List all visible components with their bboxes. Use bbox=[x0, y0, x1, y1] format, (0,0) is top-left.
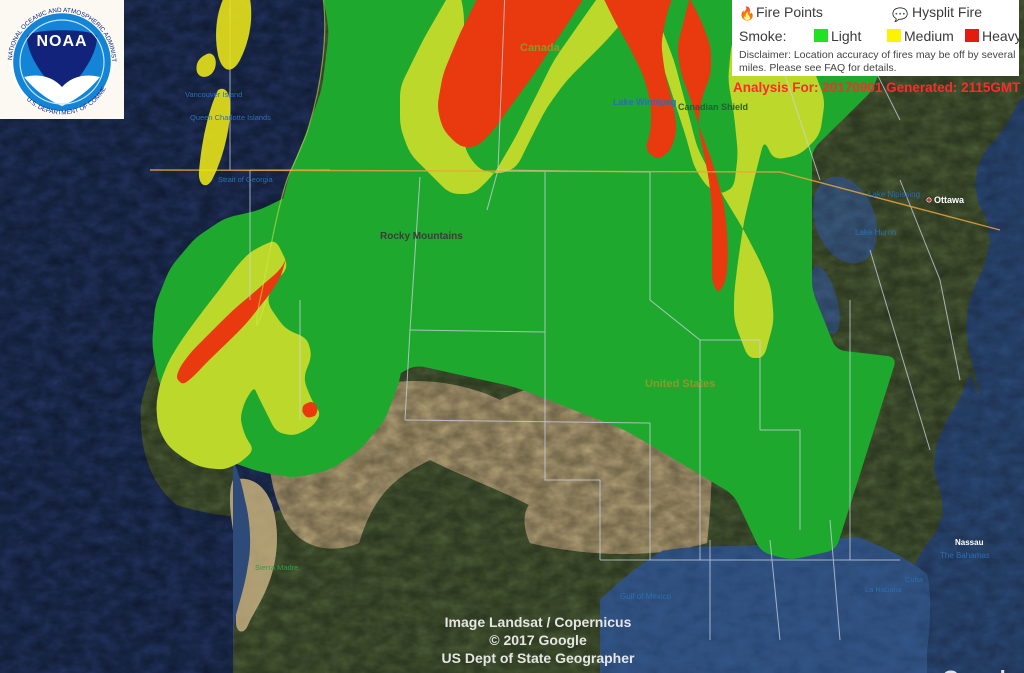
svg-text:Gulf of Mexico: Gulf of Mexico bbox=[620, 592, 672, 601]
svg-text:US Dept of State Geographer: US Dept of State Geographer bbox=[442, 650, 635, 666]
svg-text:Nassau: Nassau bbox=[955, 538, 984, 547]
svg-text:Light: Light bbox=[831, 28, 861, 44]
svg-text:United States: United States bbox=[645, 378, 715, 390]
svg-text:Rocky Mountains: Rocky Mountains bbox=[380, 231, 463, 242]
svg-text:Fire Points: Fire Points bbox=[756, 4, 823, 20]
svg-text:Strait of Georgia: Strait of Georgia bbox=[218, 175, 273, 184]
svg-text:Smoke:: Smoke: bbox=[739, 28, 786, 44]
svg-text:miles. Please see FAQ for deta: miles. Please see FAQ for details. bbox=[739, 62, 897, 74]
svg-text:🔥: 🔥 bbox=[739, 6, 755, 21]
svg-text:Lake Huron: Lake Huron bbox=[855, 228, 896, 237]
svg-text:Vancouver Island: Vancouver Island bbox=[185, 90, 242, 99]
svg-text:Lake Winnipeg: Lake Winnipeg bbox=[613, 97, 676, 107]
svg-text:Canada: Canada bbox=[520, 42, 561, 54]
svg-text:© 2017 Google: © 2017 Google bbox=[489, 632, 587, 648]
svg-text:💬: 💬 bbox=[892, 7, 908, 22]
svg-text:La Habana: La Habana bbox=[865, 585, 903, 594]
svg-text:Hysplit Fire: Hysplit Fire bbox=[912, 4, 982, 20]
svg-text:NOAA: NOAA bbox=[36, 33, 87, 50]
svg-text:Google: Google bbox=[942, 666, 1018, 673]
svg-text:The Bahamas: The Bahamas bbox=[940, 551, 990, 560]
svg-text:Cuba: Cuba bbox=[905, 575, 924, 584]
svg-text:Medium: Medium bbox=[904, 28, 954, 44]
svg-text:Image Landsat / Copernicus: Image Landsat / Copernicus bbox=[445, 614, 632, 630]
svg-text:Canadian Shield: Canadian Shield bbox=[678, 102, 748, 112]
svg-text:Heavy: Heavy bbox=[982, 28, 1022, 44]
svg-text:Sierra Madre: Sierra Madre bbox=[255, 563, 298, 572]
svg-text:Lake Nipissing: Lake Nipissing bbox=[868, 190, 920, 199]
svg-text:Disclaimer: Location accuracy: Disclaimer: Location accuracy of fires m… bbox=[739, 49, 1015, 61]
svg-text:Analysis For: 20170901 Genera: Analysis For: 20170901 Generated: 2115GM… bbox=[733, 80, 1024, 95]
svg-text:Queen Charlotte Islands: Queen Charlotte Islands bbox=[190, 113, 271, 122]
svg-text:Ottawa: Ottawa bbox=[934, 195, 965, 205]
